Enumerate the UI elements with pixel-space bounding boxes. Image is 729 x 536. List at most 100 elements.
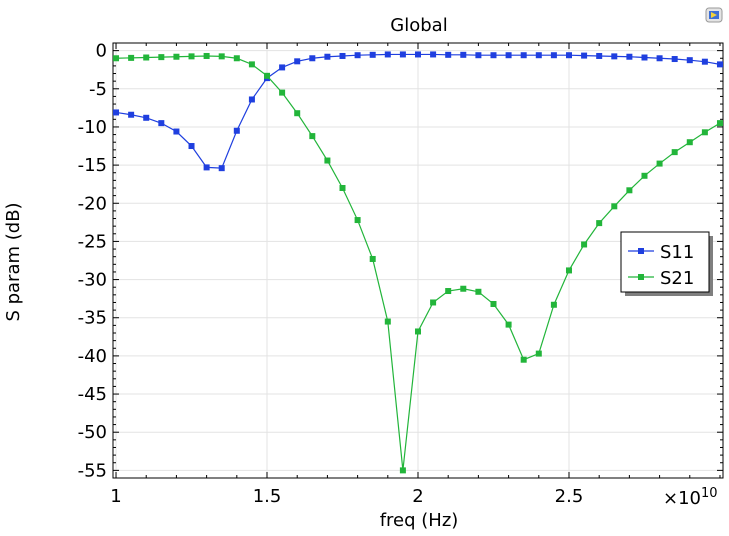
data-point-s11	[596, 52, 603, 59]
data-point-s21	[520, 356, 527, 363]
y-axis-title: S param (dB)	[3, 202, 24, 321]
data-point-s11	[565, 52, 572, 59]
data-point-s11	[535, 52, 542, 59]
data-point-s11	[128, 111, 135, 118]
y-ticks: 0 -5 -10 -15 -20 -25 -30 -35 -40 -45 -50 -55	[78, 41, 723, 481]
data-point-s21	[581, 241, 588, 248]
data-point-s11	[415, 51, 421, 58]
data-point-s21	[490, 301, 497, 307]
data-point-s11	[158, 120, 165, 127]
data-point-s21	[460, 285, 467, 292]
x-tick-label: 2	[412, 486, 423, 507]
data-point-s11	[218, 165, 225, 172]
chart-title: Global	[390, 15, 447, 36]
data-point-s21	[264, 72, 271, 79]
data-point-s11	[369, 51, 376, 58]
data-point-s21	[415, 328, 421, 335]
legend-box	[620, 231, 710, 293]
data-point-s11	[309, 55, 316, 62]
data-point-s11	[399, 51, 406, 58]
data-point-s11	[445, 51, 452, 58]
data-point-s11	[203, 164, 210, 171]
data-point-s21	[158, 54, 165, 61]
data-point-s21	[656, 160, 663, 167]
data-point-s21	[354, 217, 361, 224]
y-tick-label: -5	[89, 79, 107, 100]
data-point-s11	[279, 64, 286, 71]
data-point-s21	[218, 53, 225, 60]
x-tick-label: 1	[110, 486, 121, 507]
data-point-s11	[460, 51, 467, 58]
grid	[113, 43, 723, 478]
data-point-s11	[143, 114, 150, 121]
data-point-s21	[248, 61, 255, 68]
data-point-s21	[369, 255, 376, 262]
data-point-s11	[701, 58, 708, 65]
data-point-s21	[716, 120, 723, 127]
data-point-s11	[671, 56, 678, 63]
data-point-s21	[641, 172, 648, 179]
x-axis-multiplier-exponent: 10	[701, 486, 718, 501]
y-tick-label: -20	[78, 193, 107, 214]
data-point-s11	[520, 52, 527, 59]
data-point-s21	[399, 467, 406, 474]
data-point-s21	[611, 203, 618, 210]
data-point-s21	[686, 139, 693, 146]
data-point-s21	[505, 321, 512, 328]
data-point-s11	[113, 109, 120, 116]
data-point-s11	[475, 52, 482, 59]
data-point-s11	[339, 52, 346, 59]
data-point-s21	[128, 54, 135, 61]
data-point-s21	[233, 55, 240, 62]
data-point-s11	[188, 143, 195, 150]
data-point-s21	[279, 89, 286, 96]
series-s21	[113, 52, 723, 474]
data-point-s11	[611, 53, 618, 60]
data-point-s21	[173, 53, 180, 60]
data-point-s11	[294, 58, 301, 65]
data-point-s21	[701, 129, 708, 136]
y-tick-label: -35	[78, 308, 107, 329]
data-point-s11	[641, 54, 648, 61]
data-point-s21	[294, 110, 301, 117]
data-point-s11	[233, 127, 240, 134]
x-axis-title: freq (Hz)	[380, 510, 459, 531]
export-image-icon[interactable]	[705, 7, 723, 23]
x-axis-multiplier: ×1010	[663, 486, 718, 509]
y-tick-label: 0	[96, 41, 107, 62]
y-tick-label: -50	[78, 422, 107, 443]
data-point-s11	[626, 53, 633, 60]
legend-label-s21: S21	[660, 268, 694, 289]
x-tick-label: 2.5	[555, 486, 584, 507]
legend-marker-s21	[638, 274, 644, 280]
data-point-s21	[445, 288, 452, 295]
series-s11	[113, 51, 723, 172]
y-tick-label: -45	[78, 384, 107, 405]
data-point-s21	[113, 55, 120, 62]
data-point-s11	[505, 52, 512, 59]
series	[113, 51, 723, 474]
data-point-s21	[596, 220, 603, 227]
data-point-s11	[430, 51, 437, 58]
data-point-s21	[339, 185, 346, 191]
data-point-s11	[490, 52, 497, 59]
data-point-s21	[384, 318, 391, 325]
y-tick-label: -30	[78, 270, 107, 291]
data-point-s21	[475, 288, 482, 295]
data-point-s11	[581, 52, 588, 59]
data-point-s21	[535, 350, 542, 357]
x-tick-label: 1.5	[253, 486, 282, 507]
legend-marker-s11	[638, 248, 644, 254]
data-point-s11	[384, 51, 391, 58]
y-tick-label: -15	[78, 155, 107, 176]
data-point-s21	[143, 54, 150, 61]
y-tick-label: -25	[78, 231, 107, 252]
data-point-s21	[430, 299, 437, 306]
y-tick-label: -55	[78, 460, 107, 481]
y-tick-label: -10	[78, 117, 107, 138]
data-point-s11	[656, 55, 663, 62]
data-point-s21	[671, 149, 678, 156]
x-ticks: 1 1.5 2 2.5	[110, 43, 721, 507]
data-point-s11	[550, 52, 557, 59]
